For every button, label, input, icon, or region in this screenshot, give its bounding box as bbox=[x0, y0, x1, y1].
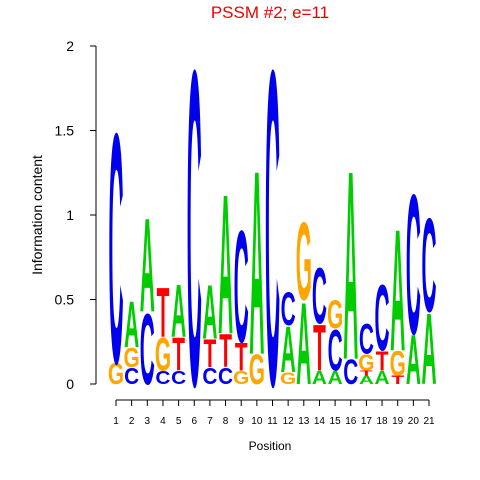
logo-letter: A bbox=[375, 368, 390, 389]
logo-letter: A bbox=[218, 155, 233, 377]
x-tick-label: 2 bbox=[129, 416, 135, 427]
logo-letter: G bbox=[249, 347, 265, 394]
logo-letter: C bbox=[155, 368, 170, 389]
logo-letter: G bbox=[358, 349, 374, 375]
logo-letter: A bbox=[406, 322, 421, 401]
logo-letter: T bbox=[376, 347, 389, 378]
x-tick-label: 21 bbox=[423, 416, 435, 427]
y-tick-label: 0.5 bbox=[55, 292, 75, 308]
y-tick-label: 1.5 bbox=[55, 123, 75, 139]
x-tick-label: 9 bbox=[238, 416, 244, 427]
logo-letter: G bbox=[155, 328, 171, 381]
logo-letter: C bbox=[421, 191, 436, 341]
logo-letter: A bbox=[359, 374, 374, 387]
logo-letter: G bbox=[390, 345, 406, 384]
logo-letter: G bbox=[327, 292, 343, 337]
x-tick-label: 7 bbox=[207, 416, 213, 427]
logo-letter: C bbox=[108, 66, 123, 433]
logo-letter: C bbox=[171, 368, 186, 389]
x-tick-label: 15 bbox=[330, 416, 342, 427]
y-tick-label: 0 bbox=[66, 376, 74, 392]
logo-letter: C bbox=[140, 294, 155, 406]
y-tick-label: 1 bbox=[66, 207, 74, 223]
logo-letter: C bbox=[265, 0, 280, 480]
y-axis-label: Information content bbox=[29, 155, 45, 275]
x-tick-label: 19 bbox=[392, 416, 404, 427]
x-tick-label: 8 bbox=[223, 416, 229, 427]
logo-letter: C bbox=[124, 363, 139, 389]
logo-letter: T bbox=[313, 313, 326, 386]
x-tick-label: 13 bbox=[298, 416, 310, 427]
logo-letter: A bbox=[171, 269, 186, 353]
logo-letter: C bbox=[281, 282, 296, 335]
logo-letter: C bbox=[328, 319, 343, 384]
x-tick-label: 1 bbox=[113, 416, 119, 427]
logo-letter: A bbox=[140, 191, 155, 341]
y-tick-label: 2 bbox=[66, 38, 74, 54]
x-tick-label: 4 bbox=[160, 416, 166, 427]
logo-letter: C bbox=[375, 266, 390, 371]
x-tick-label: 12 bbox=[283, 416, 295, 427]
logo-letter: C bbox=[202, 363, 217, 389]
logo-letter: G bbox=[108, 356, 124, 391]
x-tick-label: 5 bbox=[176, 416, 182, 427]
logo-letter: C bbox=[312, 252, 327, 341]
x-tick-label: 20 bbox=[408, 416, 420, 427]
logo-letter: C bbox=[187, 0, 202, 480]
logo-letter: C bbox=[218, 363, 233, 389]
logo-letter: A bbox=[390, 194, 405, 388]
logo-letter: C bbox=[406, 155, 421, 377]
logo-letter: C bbox=[359, 317, 374, 364]
x-tick-label: 6 bbox=[191, 416, 197, 427]
logo-letter: T bbox=[235, 334, 248, 379]
logo-letter: C bbox=[343, 354, 358, 393]
logo-letter: G bbox=[124, 343, 140, 374]
logo-letter: T bbox=[360, 370, 373, 378]
x-axis-label: Position bbox=[249, 439, 292, 453]
logo-letter: T bbox=[157, 274, 170, 353]
x-tick-label: 14 bbox=[314, 416, 326, 427]
logo-letter: A bbox=[328, 368, 343, 389]
x-tick-label: 10 bbox=[251, 416, 263, 427]
logo-letter: T bbox=[172, 328, 185, 381]
x-tick-label: 3 bbox=[145, 416, 151, 427]
logo-letter: G bbox=[233, 368, 249, 389]
logo-letter: A bbox=[124, 289, 139, 362]
logo-letter: A bbox=[312, 368, 327, 389]
logo-letter: T bbox=[391, 374, 405, 387]
logo-letter: A bbox=[281, 314, 296, 387]
logo-letter: T bbox=[204, 331, 217, 376]
logo-letter: A bbox=[202, 270, 217, 356]
logo-letter: T bbox=[219, 324, 232, 377]
logo-letter: A bbox=[296, 278, 311, 409]
x-tick-label: 18 bbox=[376, 416, 388, 427]
logo-letter: C bbox=[234, 199, 249, 377]
x-tick-label: 17 bbox=[361, 416, 373, 427]
logo-letter: A bbox=[421, 294, 436, 406]
logo-letter: G bbox=[280, 369, 296, 387]
logo-letter: A bbox=[249, 115, 264, 410]
x-tick-label: 11 bbox=[267, 416, 278, 427]
x-tick-label: 16 bbox=[345, 416, 357, 427]
chart-title: PSSM #2; e=11 bbox=[211, 3, 329, 22]
logo-letter: G bbox=[296, 199, 312, 323]
logo-letter: A bbox=[343, 115, 358, 417]
